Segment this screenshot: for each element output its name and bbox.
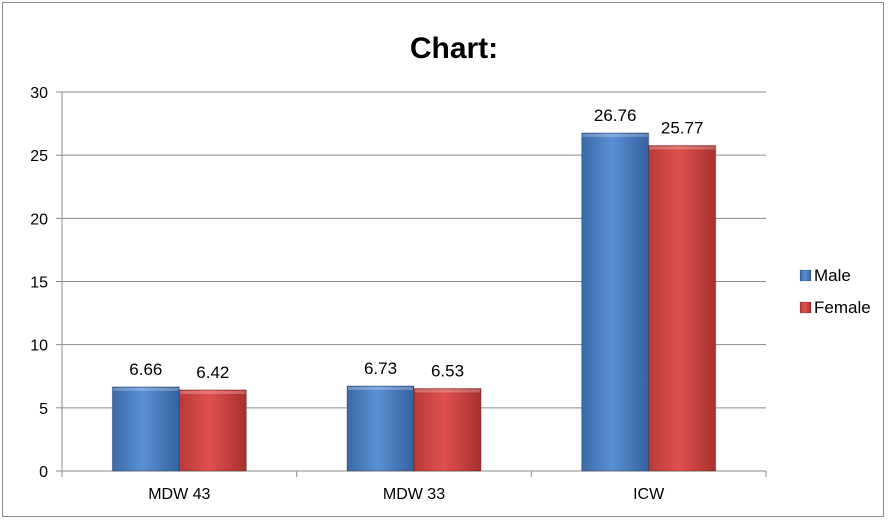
x-tick-label: MDW 43: [148, 486, 210, 503]
y-tick-label: 10: [30, 338, 48, 355]
y-tick-label: 30: [30, 85, 48, 102]
data-label: 26.76: [594, 106, 637, 125]
legend-label-female: Female: [814, 298, 871, 317]
y-tick-label: 25: [30, 148, 48, 165]
data-label: 6.42: [196, 363, 229, 382]
bar-bevel: [113, 387, 179, 391]
bars: [111, 132, 717, 472]
bar-bevel: [415, 389, 480, 393]
x-tick-label: MDW 33: [383, 486, 445, 503]
data-labels: 6.66 6.42 6.73 6.53 26.76 25.77: [129, 106, 703, 382]
bar-female-1: [413, 388, 482, 472]
y-tick-label: 20: [30, 211, 48, 228]
bar-male-0: [111, 386, 180, 472]
legend-swatch-female: [799, 301, 812, 314]
bar-male-1: [346, 385, 415, 472]
data-label: 6.66: [129, 360, 162, 379]
x-tick-label: ICW: [633, 486, 665, 503]
data-label: 6.53: [431, 362, 464, 381]
y-tick-label: 15: [30, 275, 48, 292]
bar-bevel: [649, 146, 715, 150]
data-label: 25.77: [661, 118, 704, 137]
bar-bevel: [348, 386, 413, 390]
bar-female-0: [178, 389, 247, 472]
legend: Male Female: [799, 266, 871, 317]
bar-bevel: [582, 133, 648, 137]
data-label: 6.73: [364, 359, 397, 378]
bar-male-2: [581, 132, 650, 472]
bar-female-2: [648, 144, 717, 472]
legend-swatch-male: [799, 269, 812, 282]
bar-bevel: [180, 390, 246, 394]
y-tick-label: 0: [39, 464, 48, 481]
chart-title: Chart:: [410, 32, 498, 65]
legend-label-male: Male: [814, 266, 851, 285]
y-tick-label: 5: [39, 401, 48, 418]
